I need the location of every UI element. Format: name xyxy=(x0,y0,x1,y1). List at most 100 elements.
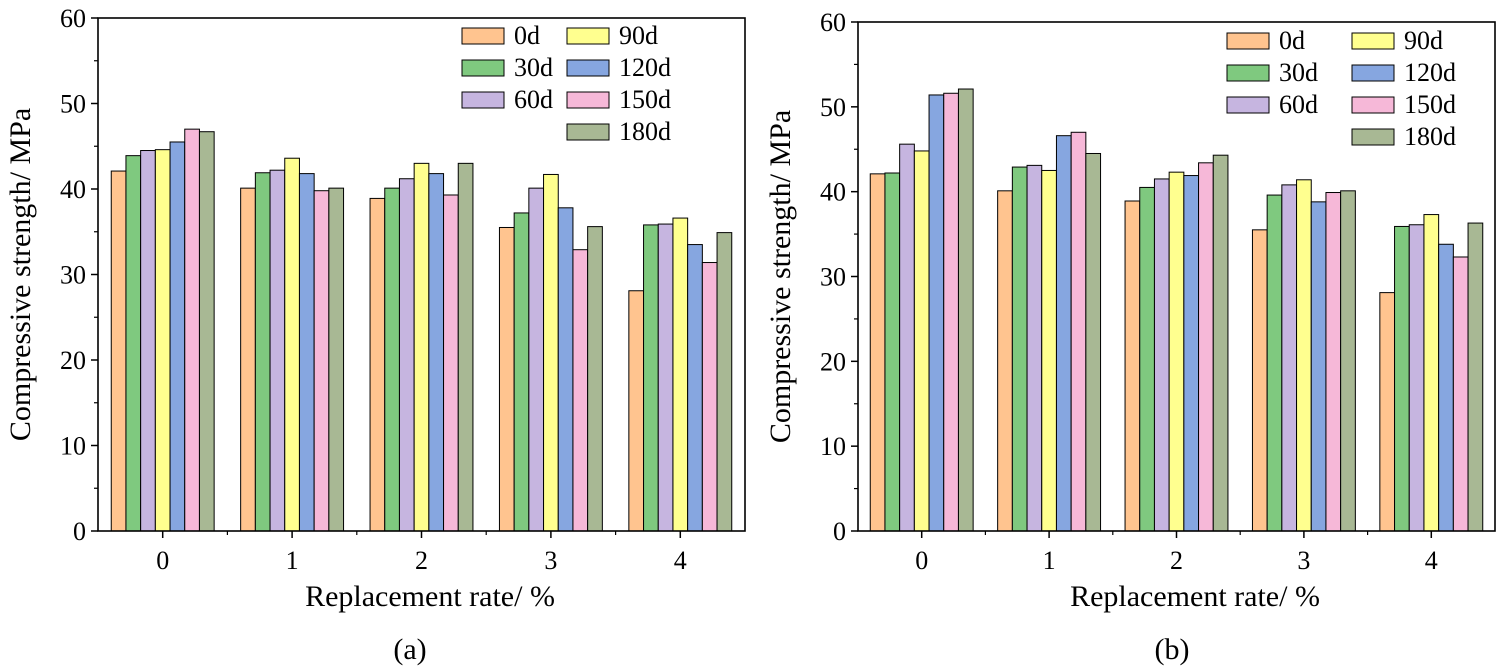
legend-swatch-30d xyxy=(461,59,505,77)
legend-swatch-150d xyxy=(1351,96,1395,114)
bar-60d-rate-4 xyxy=(657,223,674,532)
bar-180d-rate-0 xyxy=(198,131,215,532)
x-axis-title: Replacement rate/ % xyxy=(1070,580,1320,613)
legend-swatch-90d xyxy=(1351,32,1395,50)
bar-0d-rate-2 xyxy=(369,197,386,532)
bar-30d-rate-3 xyxy=(1266,194,1283,532)
bar-0d-rate-4 xyxy=(628,290,645,532)
bar-90d-rate-2 xyxy=(1168,171,1185,532)
x-tick-label: 2 xyxy=(1170,546,1183,575)
y-tick-label: 30 xyxy=(60,261,86,290)
x-axis-title: Replacement rate/ % xyxy=(305,580,555,613)
x-tick-label: 4 xyxy=(1425,546,1438,575)
bar-90d-rate-0 xyxy=(154,149,171,532)
legend-label-0d: 0d xyxy=(1279,26,1305,55)
legend-label-0d: 0d xyxy=(514,21,540,50)
bar-60d-rate-2 xyxy=(398,178,415,532)
bar-0d-rate-1 xyxy=(240,187,256,532)
chart-panel-a: 0 10 20 30 40 50 60 0 1 2 3 4 Replacement rate/ % Com… xyxy=(4,4,746,666)
y-tick-label: 0 xyxy=(833,517,846,546)
panel-label: (a) xyxy=(393,633,426,666)
y-tick-label: 60 xyxy=(820,8,846,37)
y-tick-label: 10 xyxy=(60,432,86,461)
bar-30d-rate-0 xyxy=(884,172,901,532)
bar-150d-rate-2 xyxy=(443,194,459,532)
bar-150d-rate-2 xyxy=(1198,162,1214,532)
bar-150d-rate-0 xyxy=(184,128,200,532)
bar-60d-rate-0 xyxy=(140,150,156,532)
legend-swatch-180d xyxy=(566,123,610,141)
bar-180d-rate-1 xyxy=(328,187,345,532)
legend-swatch-120d xyxy=(1351,64,1395,82)
bar-60d-rate-3 xyxy=(528,187,545,532)
x-tick-label: 3 xyxy=(1297,546,1310,575)
legend-swatch-150d xyxy=(566,91,610,109)
x-tick-label: 0 xyxy=(156,546,169,575)
bar-0d-rate-3 xyxy=(498,226,515,532)
bar-120d-rate-0 xyxy=(928,94,945,532)
bar-0d-rate-1 xyxy=(997,190,1013,532)
legend-label-90d: 90d xyxy=(1404,26,1443,55)
bar-30d-rate-0 xyxy=(125,155,142,532)
bar-60d-rate-1 xyxy=(1026,164,1043,532)
legend-swatch-60d xyxy=(1226,96,1270,114)
bar-30d-rate-2 xyxy=(384,187,400,532)
x-tick-label: 1 xyxy=(1043,546,1056,575)
bar-180d-rate-2 xyxy=(457,162,474,532)
x-tick-label: 3 xyxy=(544,546,557,575)
bar-90d-rate-1 xyxy=(284,157,300,532)
bar-120d-rate-2 xyxy=(1183,175,1200,532)
bar-120d-rate-4 xyxy=(687,244,703,532)
bar-30d-rate-1 xyxy=(1011,166,1028,532)
bar-0d-rate-2 xyxy=(1124,200,1141,532)
x-tick-label: 2 xyxy=(415,546,428,575)
legend-label-30d: 30d xyxy=(1279,58,1318,87)
bar-60d-rate-0 xyxy=(899,143,915,532)
bar-150d-rate-3 xyxy=(572,249,589,532)
y-tick-label: 50 xyxy=(60,90,86,119)
bar-120d-rate-1 xyxy=(1055,135,1072,532)
bar-0d-rate-0 xyxy=(869,173,886,532)
bar-90d-rate-2 xyxy=(413,162,430,532)
legend-swatch-0d xyxy=(461,27,505,45)
legend-label-180d: 180d xyxy=(1404,122,1456,151)
bar-120d-rate-3 xyxy=(557,207,574,532)
legend-swatch-120d xyxy=(566,59,610,77)
bar-90d-rate-4 xyxy=(1423,214,1440,532)
legend-label-150d: 150d xyxy=(1404,90,1456,119)
y-tick-label: 20 xyxy=(820,347,846,376)
bar-30d-rate-3 xyxy=(513,212,530,532)
bar-180d-rate-4 xyxy=(716,232,733,532)
bar-180d-rate-1 xyxy=(1085,152,1102,532)
y-tick-label: 0 xyxy=(73,517,86,546)
bar-150d-rate-3 xyxy=(1325,192,1342,532)
bar-0d-rate-0 xyxy=(110,170,127,532)
bar-30d-rate-2 xyxy=(1139,186,1155,532)
bar-150d-rate-1 xyxy=(1070,131,1087,532)
legend-label-150d: 150d xyxy=(619,85,671,114)
bar-180d-rate-2 xyxy=(1212,154,1229,532)
legend-label-90d: 90d xyxy=(619,21,658,50)
legend-label-180d: 180d xyxy=(619,117,671,146)
bar-150d-rate-4 xyxy=(1452,256,1469,532)
y-tick-label: 10 xyxy=(820,432,846,461)
bar-180d-rate-4 xyxy=(1467,222,1484,532)
bar-30d-rate-1 xyxy=(254,172,271,532)
x-tick-label: 4 xyxy=(674,546,687,575)
bar-90d-rate-3 xyxy=(543,173,559,532)
bar-60d-rate-4 xyxy=(1408,224,1425,532)
bar-90d-rate-0 xyxy=(913,150,930,532)
legend-label-60d: 60d xyxy=(1279,90,1318,119)
y-axis-title: Compressive strength/ MPa xyxy=(764,110,797,443)
legend-swatch-60d xyxy=(461,91,505,109)
bar-60d-rate-3 xyxy=(1281,184,1298,532)
bar-0d-rate-4 xyxy=(1379,292,1396,532)
bar-60d-rate-2 xyxy=(1153,178,1170,532)
y-tick-label: 40 xyxy=(60,175,86,204)
panel-label: (b) xyxy=(1155,633,1190,666)
bar-180d-rate-0 xyxy=(957,88,974,532)
legend-label-120d: 120d xyxy=(619,53,671,82)
bar-0d-rate-3 xyxy=(1251,229,1268,532)
bar-120d-rate-2 xyxy=(428,173,445,532)
